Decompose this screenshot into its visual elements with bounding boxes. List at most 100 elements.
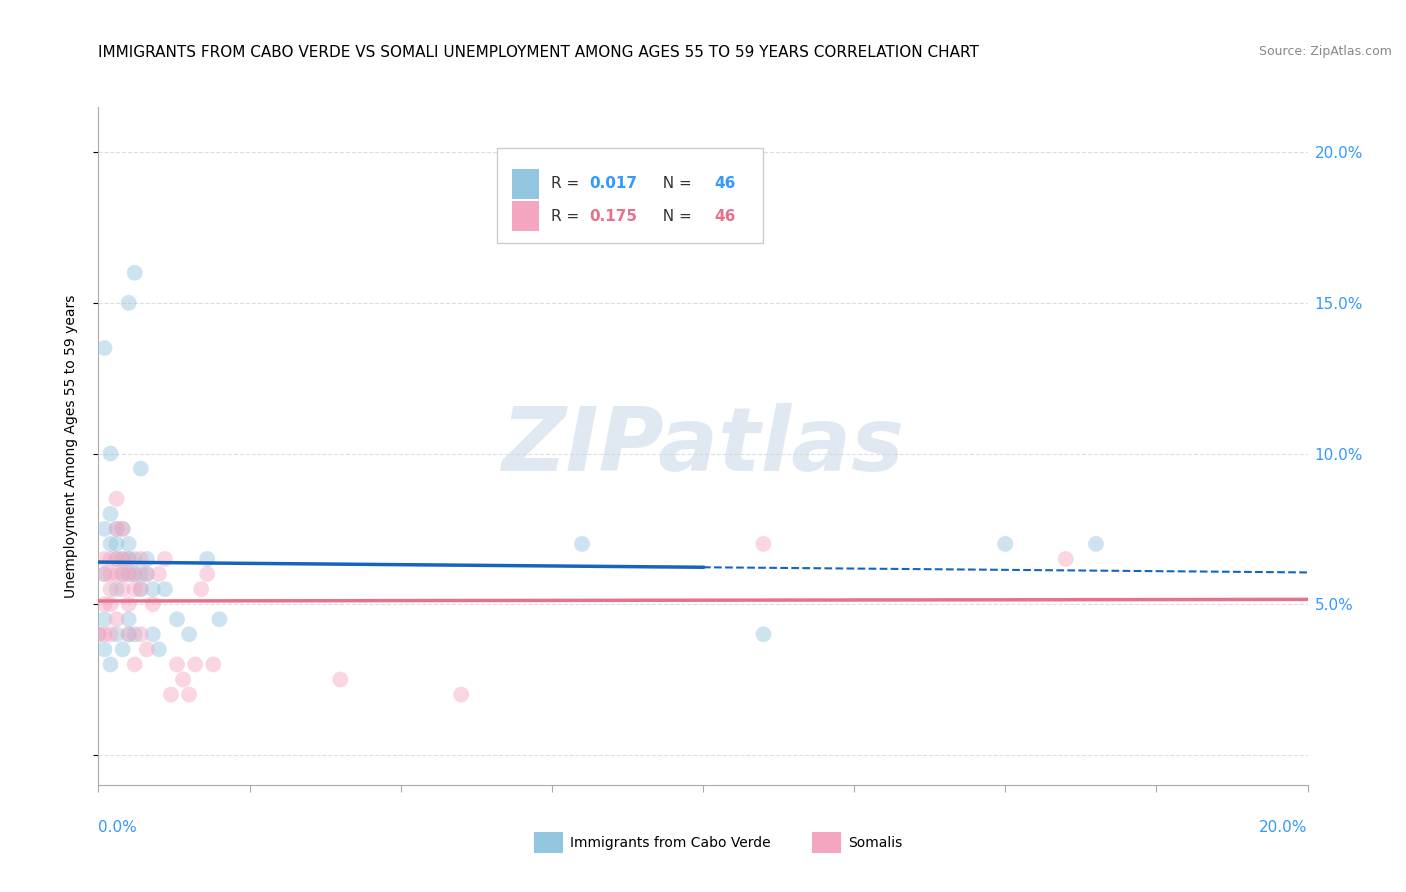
Point <box>105 552 128 566</box>
Point <box>118 567 141 582</box>
Point <box>111 522 134 536</box>
Point <box>93 567 115 582</box>
Point <box>100 507 122 521</box>
Point <box>118 612 141 626</box>
Point <box>142 597 165 611</box>
Text: IMMIGRANTS FROM CABO VERDE VS SOMALI UNEMPLOYMENT AMONG AGES 55 TO 59 YEARS CORR: IMMIGRANTS FROM CABO VERDE VS SOMALI UNE… <box>98 45 980 60</box>
Point <box>93 341 115 355</box>
Point <box>994 537 1017 551</box>
Text: 46: 46 <box>714 209 735 224</box>
Point <box>111 522 134 536</box>
Point <box>124 266 146 280</box>
Point <box>129 567 152 582</box>
Point <box>105 552 128 566</box>
Point <box>93 642 115 657</box>
Point <box>190 582 212 596</box>
Point <box>105 537 128 551</box>
Text: Immigrants from Cabo Verde: Immigrants from Cabo Verde <box>569 836 770 849</box>
Point <box>135 567 157 582</box>
Point <box>195 552 218 566</box>
Point <box>129 627 152 641</box>
Text: Somalis: Somalis <box>848 836 903 849</box>
Text: 46: 46 <box>714 177 735 191</box>
Point <box>172 673 194 687</box>
Point <box>100 567 122 582</box>
Point <box>124 567 146 582</box>
Point <box>93 627 115 641</box>
Point <box>111 552 134 566</box>
Point <box>124 567 146 582</box>
Point <box>118 552 141 566</box>
Point <box>202 657 225 672</box>
Point <box>184 657 207 672</box>
Point <box>111 567 134 582</box>
Point <box>87 627 110 641</box>
Point <box>118 296 141 310</box>
Point <box>179 688 201 702</box>
Point <box>93 567 115 582</box>
Point <box>105 491 128 506</box>
Point <box>129 582 152 596</box>
Y-axis label: Unemployment Among Ages 55 to 59 years: Unemployment Among Ages 55 to 59 years <box>63 294 77 598</box>
Point <box>105 612 128 626</box>
Text: 0.017: 0.017 <box>589 177 637 191</box>
Point <box>105 522 128 536</box>
Text: 0.0%: 0.0% <box>98 820 138 835</box>
Text: ZIPatlas: ZIPatlas <box>502 402 904 490</box>
Text: R =: R = <box>551 177 583 191</box>
Point <box>1085 537 1108 551</box>
Point <box>100 657 122 672</box>
Point <box>118 597 141 611</box>
Point <box>148 642 170 657</box>
Point <box>450 688 472 702</box>
Point <box>129 552 152 566</box>
Point <box>111 552 134 566</box>
Point <box>100 597 122 611</box>
Point <box>100 446 122 460</box>
Point <box>148 567 170 582</box>
Point <box>179 627 201 641</box>
Point <box>160 688 183 702</box>
Point <box>166 657 188 672</box>
Point <box>118 627 141 641</box>
Point <box>142 582 165 596</box>
Point <box>124 582 146 596</box>
Point <box>118 552 141 566</box>
Point <box>124 657 146 672</box>
Point <box>93 552 115 566</box>
Point <box>87 627 110 641</box>
Point <box>329 673 352 687</box>
Point <box>111 567 134 582</box>
Point <box>166 612 188 626</box>
FancyBboxPatch shape <box>512 201 538 231</box>
Point <box>129 582 152 596</box>
Point <box>1054 552 1077 566</box>
Text: 0.175: 0.175 <box>589 209 637 224</box>
Point <box>105 567 128 582</box>
Point <box>153 582 176 596</box>
Point <box>135 552 157 566</box>
Point <box>135 567 157 582</box>
Point <box>118 567 141 582</box>
Point <box>111 582 134 596</box>
Point <box>93 612 115 626</box>
Point <box>124 627 146 641</box>
Point <box>93 597 115 611</box>
FancyBboxPatch shape <box>534 832 562 853</box>
FancyBboxPatch shape <box>512 169 538 199</box>
Text: N =: N = <box>654 177 697 191</box>
Point <box>100 627 122 641</box>
Point <box>129 461 152 475</box>
FancyBboxPatch shape <box>811 832 841 853</box>
Text: Source: ZipAtlas.com: Source: ZipAtlas.com <box>1258 45 1392 58</box>
Point <box>135 642 157 657</box>
Text: R =: R = <box>551 209 583 224</box>
Point <box>124 552 146 566</box>
Point <box>100 537 122 551</box>
Point <box>752 627 775 641</box>
Point <box>100 582 122 596</box>
FancyBboxPatch shape <box>498 148 763 243</box>
Point <box>93 522 115 536</box>
Point <box>142 627 165 641</box>
Point <box>105 582 128 596</box>
